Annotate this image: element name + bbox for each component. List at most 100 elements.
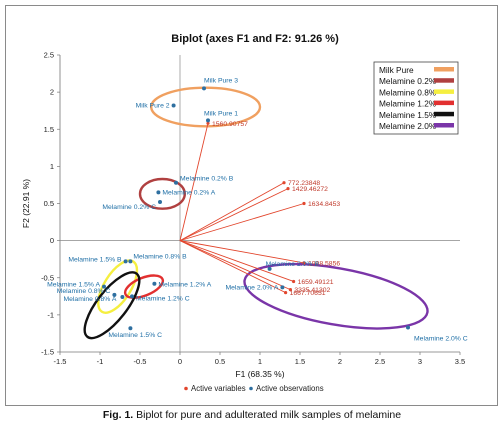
variable-point — [302, 261, 306, 265]
observation-label: Milk Pure 1 — [204, 110, 238, 117]
legend-label: Melamine 0.8% — [379, 87, 437, 97]
legend-swatch — [434, 111, 454, 117]
observation-label: Melamine 1.5% B — [68, 256, 122, 263]
observation-label: Melamine 1.5% C — [108, 332, 162, 339]
chart-title: Biplot (axes F1 and F2: 91.26 %) — [171, 33, 339, 45]
observation-label: Melamine 2.0% B — [266, 261, 320, 268]
variable-point — [282, 181, 286, 185]
y-axis-label: F2 (22.91 %) — [21, 179, 31, 228]
variable-label: 1429.46272 — [292, 186, 328, 193]
x-tick-label: 3 — [418, 357, 422, 366]
biplot-chart: Biplot (axes F1 and F2: 91.26 %) -1.5 -1 -0… — [21, 33, 468, 393]
variable-point — [206, 121, 210, 125]
observation-point — [267, 266, 272, 271]
legend-swatch — [434, 100, 454, 106]
y-tick-label: 2 — [50, 88, 54, 97]
legend-label: Milk Pure — [379, 65, 414, 75]
observation-label: Melamine 2.0% C — [414, 335, 468, 342]
y-tick-label: 2.5 — [44, 51, 54, 60]
caption-text: Biplot for pure and adulterated milk sam… — [133, 409, 402, 421]
variable-point — [292, 279, 296, 284]
observation-label: Melamine 0.8% C — [57, 288, 111, 295]
variable-vector — [179, 203, 305, 242]
legend-swatch — [434, 123, 454, 128]
variable-vector — [179, 182, 285, 242]
legend-label: Melamine 1.5% — [379, 110, 437, 120]
caption-prefix: Fig. 1. — [102, 409, 134, 421]
observation-point — [174, 180, 178, 185]
group-ellipse — [97, 259, 139, 314]
legend-swatch — [434, 67, 454, 72]
x-tick-label: -0.5 — [134, 357, 147, 366]
observation-point — [112, 292, 117, 297]
observation-label: Melamine 0.8% B — [133, 253, 187, 260]
observation-label: Melamine 1.2% C — [136, 295, 190, 302]
variable-point — [286, 187, 290, 191]
legend-label: Melamine 2.0% — [379, 121, 437, 131]
observation-point — [128, 259, 133, 264]
legend-box — [373, 61, 459, 135]
x-axis-label: F1 (68.35 %) — [235, 369, 284, 379]
bottom-legend-marker — [249, 386, 253, 391]
observation-point — [152, 281, 157, 286]
observation-point — [130, 294, 134, 299]
observation-point — [102, 284, 106, 289]
observation-label: Milk Pure 3 — [204, 77, 238, 84]
observation-point — [202, 86, 206, 91]
observation-label: Melamine 1.2% A — [158, 282, 211, 289]
legend-label: Melamine 1.2% — [379, 99, 437, 109]
variable-vector — [179, 240, 305, 264]
x-tick-label: 2.5 — [375, 357, 385, 366]
figure-caption: Fig. 1. Biplot for pure and adulterated … — [0, 409, 504, 421]
legend-swatch — [434, 78, 454, 83]
observation-point — [128, 326, 133, 331]
x-tick-label: 2 — [338, 357, 342, 366]
variable-label: 1560.90757 — [212, 121, 248, 128]
variable-label: 1634.8453 — [308, 201, 340, 208]
observation-point — [156, 190, 161, 195]
y-tick-label: -1.5 — [41, 348, 54, 357]
bottom-legend-label: Active observations — [256, 384, 324, 393]
y-tick-label: 0.5 — [44, 199, 54, 208]
variable-point — [284, 291, 288, 295]
y-tick-label: -1 — [47, 310, 54, 319]
variable-label: 1659.49121 — [298, 279, 334, 286]
x-tick-label: 0.5 — [215, 357, 225, 366]
variable-label: 3335.41302 — [294, 287, 330, 294]
observation-label: Melamine 0.8% A — [63, 296, 116, 303]
variable-vector — [179, 123, 209, 241]
observation-point — [406, 325, 410, 330]
variable-label: 772.23848 — [288, 180, 320, 187]
y-tick-label: 1.5 — [44, 125, 54, 134]
variable-label: 1998.5856 — [308, 260, 340, 267]
observation-point — [123, 259, 128, 264]
y-tick-label: 1 — [50, 162, 54, 171]
variable-vector — [179, 240, 294, 282]
x-tick-label: 3.5 — [455, 357, 465, 366]
legend-label: Melamine 0.2% — [379, 76, 437, 86]
y-tick-label: 0 — [50, 236, 54, 245]
x-tick-label: -1.5 — [54, 357, 67, 366]
x-tick-label: -1 — [97, 357, 104, 366]
observation-point — [158, 200, 162, 205]
y-tick-label: -0.5 — [41, 273, 54, 282]
x-tick-label: 0 — [178, 357, 182, 366]
x-tick-label: 1.5 — [295, 357, 305, 366]
observation-point — [171, 103, 176, 108]
observation-point — [206, 118, 210, 123]
x-tick-label: 1 — [258, 357, 262, 366]
bottom-legend-label: Active variables — [191, 384, 246, 393]
group-ellipse — [243, 262, 429, 330]
observation-label: Melamine 0.2% B — [180, 176, 234, 183]
variable-vector — [179, 240, 291, 291]
variable-label: 1667.70651 — [290, 290, 326, 297]
observation-label: Melamine 2.0% A — [225, 284, 278, 291]
observation-point — [120, 295, 125, 300]
observation-label: Milk Pure 2 — [136, 102, 170, 109]
group-ellipse — [83, 271, 141, 340]
variable-point — [288, 288, 292, 292]
variable-vector — [179, 240, 286, 294]
observation-label: Melamine 1.5% A — [47, 282, 100, 289]
bottom-legend-marker — [184, 386, 188, 391]
observation-point — [280, 285, 285, 290]
